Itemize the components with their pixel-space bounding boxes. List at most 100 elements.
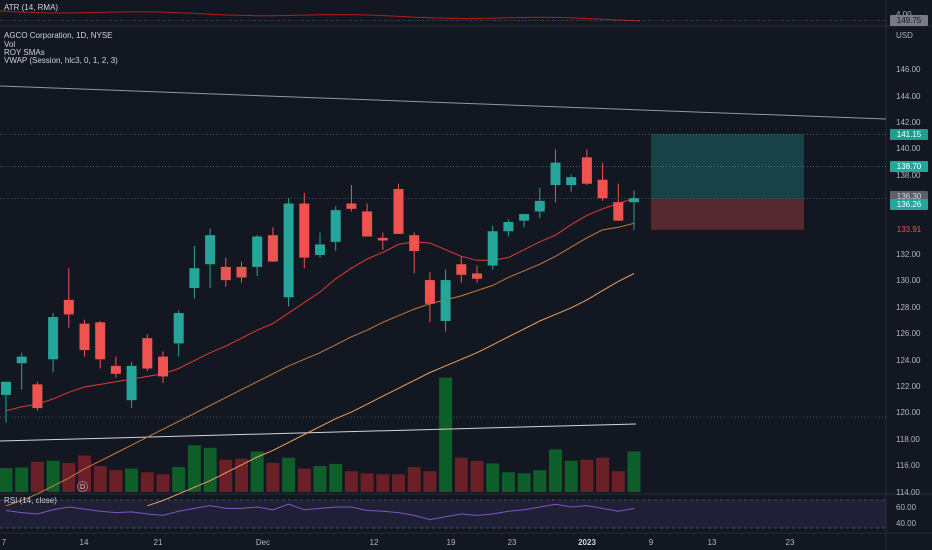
candle-body [110, 365, 121, 374]
volume-bar [533, 470, 547, 492]
candle-body [581, 157, 592, 184]
candle-body [487, 231, 498, 266]
rsi-line [5, 503, 635, 521]
price-axis-tick: 122.00 [896, 382, 921, 391]
candle-body [299, 203, 310, 258]
volume-bar [454, 457, 468, 492]
candle-body [409, 235, 420, 252]
volume-bar [172, 467, 186, 492]
price-tag-label: 136.30 [890, 190, 928, 202]
candle-body [63, 299, 74, 315]
symbol-title[interactable]: AGCO Corporation, 1D, NYSE [4, 31, 113, 40]
currency-label: USD [896, 31, 913, 40]
indicator-vwap-label[interactable]: VWAP (Session, hlc3, 0, 1, 2, 3) [4, 56, 118, 65]
volume-bar [109, 470, 123, 492]
candle-body [550, 162, 561, 186]
candle-body [519, 214, 530, 221]
volume-bar [486, 463, 500, 492]
price-tag-label: 138.70 [890, 161, 928, 173]
candle-body [236, 266, 247, 278]
volume-bar [564, 460, 578, 492]
volume-bar [549, 449, 562, 492]
sma-short-line [5, 197, 635, 412]
position-stop-zone [651, 198, 804, 230]
volume-bar [501, 472, 515, 492]
candle-body [346, 203, 357, 209]
candle-body [126, 365, 137, 401]
price-axis-tick: 118.00 [896, 434, 920, 444]
volume-bar [297, 468, 311, 492]
sma-long-line [5, 222, 635, 507]
candle-body [393, 189, 404, 234]
volume-bar [517, 473, 531, 492]
price-axis-tick: 142.00 [896, 118, 921, 127]
candle-body [283, 203, 294, 298]
volume-bar [219, 459, 233, 492]
time-axis-tick: Dec [255, 538, 271, 547]
volume-bar [596, 457, 610, 492]
volume-bar [329, 463, 343, 492]
price-axis-tick: 116.00 [896, 461, 920, 471]
price-axis-tick: 146.00 [896, 65, 921, 75]
candle-body [189, 268, 200, 288]
volume-bar [140, 472, 154, 492]
volume-bar [235, 458, 248, 492]
price-axis-tick: 132.00 [896, 250, 921, 259]
time-axis-tick: 23 [507, 538, 517, 547]
time-axis-tick: 7 [1, 538, 7, 547]
trendline [0, 85, 887, 120]
candle-body [267, 235, 278, 262]
time-axis-tick: 19 [446, 538, 456, 547]
volume-bar [580, 459, 594, 492]
candle-body [456, 264, 467, 275]
candle-body [95, 322, 106, 360]
sma-longest-line [147, 273, 635, 507]
indicator-sma-label[interactable]: ROY SMAs [4, 48, 45, 57]
volume-bar [93, 466, 107, 492]
candle-body [472, 273, 482, 279]
time-axis-tick: 12 [369, 538, 379, 547]
rsi-band [0, 500, 886, 528]
time-axis-tick: 23 [785, 538, 795, 547]
rsi-tick-60: 60.00 [896, 503, 917, 512]
volume-bar [282, 457, 296, 492]
volume-bar [344, 471, 358, 492]
volume-bar [392, 474, 405, 492]
candle-body [173, 313, 184, 344]
candle-body [362, 211, 373, 237]
price-axis-tick: 126.00 [896, 329, 921, 339]
volume-bar [627, 451, 641, 492]
time-axis-tick: 13 [707, 538, 717, 547]
candle-body [566, 177, 577, 186]
volume-bar [611, 471, 625, 492]
candle-body [158, 356, 168, 377]
volume-bar [125, 468, 139, 492]
candle-body [142, 338, 153, 369]
price-axis-tick: 128.00 [896, 302, 921, 312]
dividend-marker[interactable]: D [77, 481, 88, 492]
volume-bar [407, 467, 421, 492]
candle-body [377, 237, 388, 241]
candle-body [503, 222, 514, 232]
volume-bar [360, 473, 374, 492]
indicator-vol-label[interactable]: Vol [4, 40, 16, 49]
volume-bar [15, 467, 29, 492]
atr-value-tick: 4.00 [896, 10, 912, 19]
candle-body [32, 384, 43, 409]
volume-bar [266, 462, 280, 492]
volume-bar [156, 474, 170, 492]
rsi-tick-40: 40.00 [896, 519, 917, 528]
candle-body [534, 200, 545, 212]
time-axis-tick: 21 [153, 538, 163, 547]
candle-body [440, 280, 451, 321]
candle-body [205, 235, 216, 265]
price-tag-label: 133.91 [890, 224, 928, 236]
rsi-panel-label[interactable]: RSI (14, close) [4, 496, 57, 505]
volume-bar [62, 462, 76, 492]
candle-body [424, 280, 435, 304]
time-axis-tick: 2023 [578, 538, 596, 547]
volume-bar [250, 451, 264, 492]
price-axis-tick: 120.00 [896, 408, 921, 418]
price-tag-label: 141.15 [890, 128, 928, 140]
